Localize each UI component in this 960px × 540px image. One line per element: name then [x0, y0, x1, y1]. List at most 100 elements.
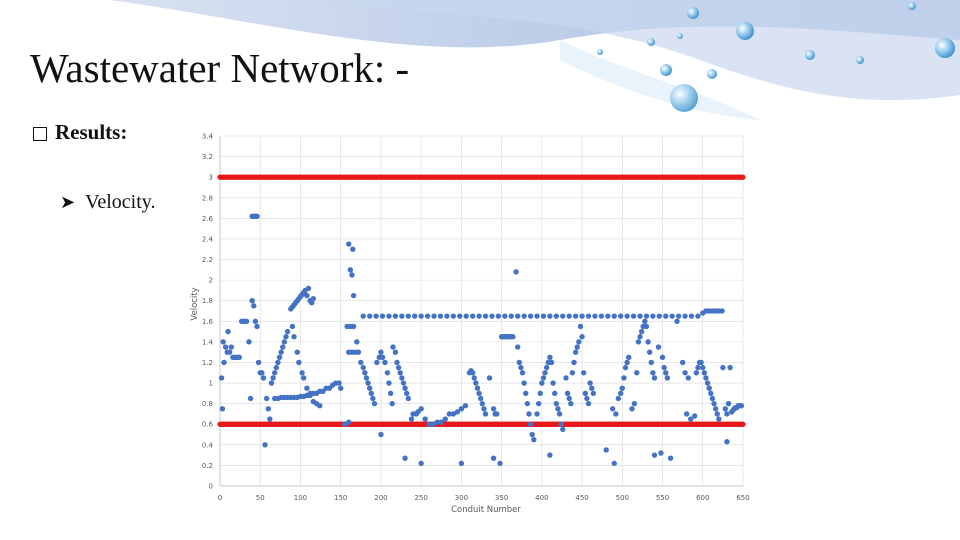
- blue-data-point: [418, 313, 424, 319]
- y-tick-label: 0.6: [202, 421, 214, 429]
- blue-data-point: [589, 385, 595, 391]
- blue-data-point: [674, 318, 680, 324]
- blue-data-point: [481, 406, 487, 412]
- blue-data-point: [560, 313, 566, 319]
- blue-data-point: [539, 380, 545, 386]
- blue-data-point: [579, 313, 585, 319]
- blue-data-point: [280, 344, 286, 350]
- blue-data-point: [656, 313, 663, 319]
- blue-data-point: [395, 364, 402, 371]
- blue-data-point: [542, 370, 548, 376]
- blue-data-point: [457, 313, 463, 319]
- blue-data-point: [617, 313, 624, 319]
- blue-data-point: [270, 375, 276, 381]
- blue-data-point: [495, 313, 502, 319]
- blue-data-point: [615, 395, 621, 402]
- blue-data-point: [598, 313, 605, 319]
- blue-data-point: [605, 313, 611, 319]
- blue-data-point: [399, 313, 405, 319]
- blue-data-point: [722, 406, 728, 412]
- blue-data-point: [547, 452, 553, 458]
- blue-data-point: [692, 413, 698, 419]
- y-tick-label: 2: [209, 277, 213, 285]
- blue-data-point: [247, 395, 254, 402]
- red-data-point: [740, 174, 746, 180]
- blue-data-point: [693, 370, 700, 376]
- blue-data-point: [431, 313, 437, 319]
- blue-data-point: [366, 385, 373, 391]
- x-tick-label: 50: [256, 494, 265, 502]
- blue-data-point: [262, 442, 268, 448]
- blue-data-point: [584, 395, 590, 402]
- blue-data-point: [540, 375, 547, 381]
- blue-data-point: [219, 406, 226, 412]
- blue-data-point: [392, 349, 399, 355]
- x-tick-label: 600: [696, 494, 709, 502]
- blue-data-point: [590, 390, 597, 397]
- blue-data-point: [650, 370, 656, 376]
- y-tick-label: 0.4: [202, 441, 214, 449]
- blue-data-point: [624, 313, 630, 319]
- blue-data-point: [569, 370, 576, 376]
- blue-data-point: [523, 390, 529, 397]
- blue-data-point: [556, 411, 563, 417]
- blue-data-point: [438, 419, 444, 425]
- blue-data-point: [259, 370, 265, 376]
- blue-data-point: [251, 303, 257, 309]
- y-tick-label: 0.8: [202, 400, 213, 408]
- blue-data-point: [669, 313, 675, 319]
- blue-data-point: [349, 272, 355, 278]
- blue-data-point: [304, 385, 310, 391]
- blue-series: [218, 213, 745, 467]
- blue-data-point: [720, 364, 726, 371]
- blue-data-point: [655, 344, 662, 350]
- blue-data-point: [402, 385, 408, 391]
- blue-data-point: [346, 241, 352, 247]
- blue-data-point: [346, 419, 352, 425]
- blue-data-point: [454, 409, 461, 415]
- blue-data-point: [494, 411, 500, 417]
- blue-data-point: [635, 339, 642, 345]
- x-tick-label: 650: [736, 494, 749, 502]
- blue-data-point: [617, 390, 624, 397]
- x-tick-label: 400: [535, 494, 548, 502]
- blue-data-point: [317, 403, 323, 409]
- blue-data-point: [246, 339, 252, 345]
- blue-data-point: [450, 313, 457, 319]
- blue-data-point: [477, 395, 484, 402]
- blue-data-point: [444, 313, 450, 319]
- blue-data-point: [543, 364, 550, 371]
- blue-data-point: [515, 313, 521, 319]
- blue-data-point: [643, 313, 650, 319]
- blue-data-point: [469, 313, 476, 319]
- blue-data-point: [289, 323, 296, 330]
- blue-data-point: [725, 400, 732, 407]
- blue-data-point: [701, 370, 708, 376]
- blue-data-point: [645, 339, 651, 345]
- blue-data-point: [631, 400, 638, 407]
- y-tick-label: 1.8: [202, 297, 213, 305]
- x-tick-label: 450: [575, 494, 588, 502]
- blue-data-point: [281, 339, 288, 345]
- blue-data-point: [579, 334, 585, 340]
- x-tick-label: 350: [495, 494, 508, 502]
- water-drops-icon: [597, 2, 955, 112]
- blue-data-point: [221, 359, 227, 366]
- blue-data-point: [220, 339, 226, 345]
- blue-data-point: [482, 411, 489, 417]
- blue-data-point: [273, 364, 280, 371]
- blue-data-point: [283, 334, 289, 340]
- blue-data-point: [547, 313, 553, 319]
- blue-data-point: [534, 313, 540, 319]
- blue-data-point: [537, 390, 543, 397]
- blue-data-point: [486, 375, 493, 381]
- blue-data-point: [368, 390, 374, 397]
- blue-data-point: [659, 354, 666, 361]
- blue-data-point: [254, 213, 260, 219]
- blue-data-point: [236, 354, 243, 361]
- blue-data-point: [218, 375, 225, 381]
- blue-data-point: [473, 380, 479, 386]
- blue-data-point: [531, 436, 537, 443]
- blue-data-point: [379, 313, 386, 319]
